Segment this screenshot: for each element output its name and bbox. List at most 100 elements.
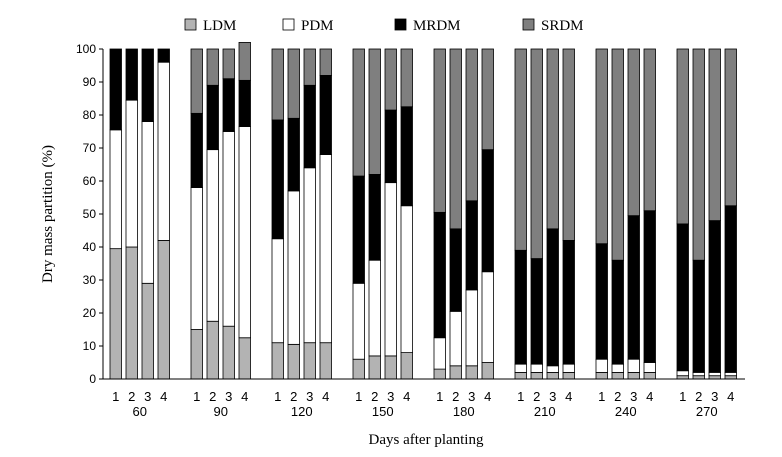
bar-segment-srdm (724, 48, 737, 207)
bar-segment-mrdm (643, 210, 656, 363)
bar-segment-srdm (465, 48, 478, 202)
bar-segment-ldm (222, 325, 235, 380)
x-replicate-label: 4 (565, 389, 572, 404)
bar-segment-pdm (190, 187, 203, 330)
bar-segment-ldm (303, 342, 316, 380)
bar-segment-ldm (611, 371, 624, 380)
bar-group (109, 48, 170, 380)
bar-segment-ldm (465, 365, 478, 380)
bar-segment-ldm (368, 355, 381, 380)
bar-segment-pdm (692, 371, 705, 377)
x-group-label: 180 (453, 404, 475, 419)
bar-segment-pdm (530, 363, 543, 373)
bar-segment-pdm (141, 121, 154, 284)
bar-segment-mrdm (271, 119, 284, 240)
bar-segment-pdm (724, 371, 737, 377)
bar-segment-srdm (627, 48, 640, 217)
bar-segment-mrdm (368, 173, 381, 261)
bar-segment-mrdm (546, 228, 559, 367)
x-group-label: 120 (291, 404, 313, 419)
bar-segment-pdm (627, 358, 640, 373)
bar-segment-pdm (287, 190, 300, 345)
legend-item-mrdm: MRDM (394, 18, 461, 34)
bar-segment-srdm (562, 48, 575, 241)
bar-segment-pdm (157, 61, 170, 241)
bar-segment-pdm (206, 149, 219, 322)
bar-segment-srdm (400, 48, 413, 108)
x-group-label: 270 (696, 404, 718, 419)
bar-segment-pdm (449, 310, 462, 367)
x-replicate-label: 1 (355, 389, 362, 404)
bar-segment-mrdm (627, 215, 640, 360)
x-replicate-label: 3 (711, 389, 718, 404)
bar-segment-pdm (222, 131, 235, 327)
bar-segment-mrdm (724, 205, 737, 373)
bar-segment-srdm (368, 48, 381, 175)
bar-segment-srdm (546, 48, 559, 230)
bar-segment-mrdm (109, 48, 122, 131)
bar-segment-pdm (319, 154, 332, 344)
y-tick-label: 10 (83, 339, 97, 353)
bar-segment-ldm (319, 342, 332, 380)
bar-segment-ldm (190, 329, 203, 380)
bar-segment-pdm (125, 99, 138, 248)
bar-segment-srdm (514, 48, 527, 251)
x-replicate-label: 1 (679, 389, 686, 404)
x-group-label: 60 (133, 404, 147, 419)
bar-group (676, 48, 737, 380)
bar-segment-ldm (141, 282, 154, 380)
bar-segment-ldm (125, 246, 138, 380)
bar-segment-mrdm (611, 259, 624, 365)
bar-segment-pdm (643, 362, 656, 373)
bar-segment-mrdm (206, 84, 219, 151)
bar-segment-ldm (157, 239, 170, 380)
bar-segment-mrdm (595, 243, 608, 360)
bar-segment-ldm (433, 368, 446, 380)
bar-segment-pdm (611, 363, 624, 373)
bar-group (352, 48, 413, 380)
y-tick-label: 30 (83, 273, 97, 287)
x-replicate-label: 2 (290, 389, 297, 404)
x-replicate-label: 1 (517, 389, 524, 404)
bar-segment-pdm (546, 365, 559, 373)
x-group-label: 210 (534, 404, 556, 419)
bar-segment-srdm (595, 48, 608, 245)
bar-segment-mrdm (384, 109, 397, 184)
x-replicate-label: 3 (225, 389, 232, 404)
x-replicate-label: 4 (160, 389, 167, 404)
legend-item-ldm: LDM (184, 18, 236, 34)
bar-segment-mrdm (125, 48, 138, 101)
bar-segment-ldm (352, 358, 365, 380)
legend-item-srdm: SRDM (522, 18, 584, 34)
x-axis-title: Days after planting (369, 432, 484, 448)
bar-segment-ldm (271, 342, 284, 380)
bar-segment-mrdm (449, 228, 462, 312)
bar-segment-ldm (400, 352, 413, 380)
bar-group (271, 48, 332, 380)
bar-segment-ldm (287, 343, 300, 380)
bar-segment-srdm (319, 48, 332, 76)
bar-segment-mrdm (157, 48, 170, 63)
legend-swatch (522, 18, 535, 31)
bar-segment-pdm (433, 337, 446, 370)
x-replicate-label: 1 (436, 389, 443, 404)
bar-segment-srdm (481, 48, 494, 151)
bar-segment-ldm (514, 371, 527, 380)
bar-segment-pdm (708, 371, 721, 377)
y-tick-label: 60 (83, 174, 97, 188)
bar-segment-ldm (238, 337, 251, 380)
x-replicate-label: 2 (695, 389, 702, 404)
bar-segment-mrdm (238, 79, 251, 127)
bar-segment-mrdm (530, 258, 543, 365)
x-replicate-label: 3 (468, 389, 475, 404)
bar-segment-srdm (190, 48, 203, 114)
x-replicate-label: 4 (322, 389, 329, 404)
bar-segment-srdm (303, 48, 316, 86)
legend-label: SRDM (541, 18, 584, 34)
y-axis-title: Dry mass partition (%) (40, 145, 56, 283)
bar-segment-pdm (368, 259, 381, 357)
x-replicate-label: 4 (403, 389, 410, 404)
bar-segment-pdm (271, 238, 284, 344)
x-replicate-label: 2 (128, 389, 135, 404)
x-replicate-label: 3 (549, 389, 556, 404)
